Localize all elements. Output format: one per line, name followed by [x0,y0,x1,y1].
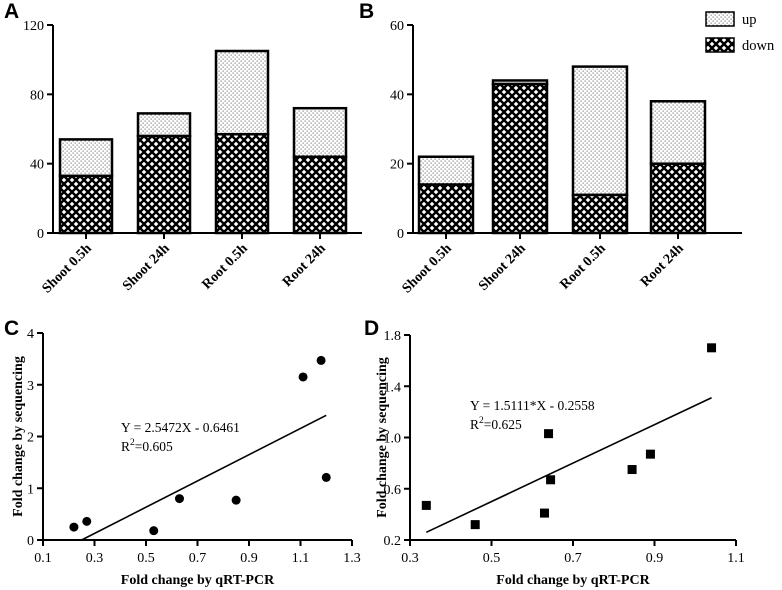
y-tick-label: 120 [23,19,44,34]
x-tick-label: 0.9 [646,551,664,566]
y-tick-label: 0.2 [384,534,402,549]
bar-down [58,174,114,235]
y-axis-label: Fold change by sequencing [375,357,390,518]
x-tick-label: 0.3 [86,551,104,566]
regression-equation: Y = 1.5111*X - 0.2558 [470,398,595,413]
data-point [645,449,655,459]
y-tick-label: 0 [37,227,44,242]
data-point [539,508,549,518]
panel-d-scatter-plot: 0.2 0.6 1.0 1.4 1.8 0.3 0.5 0.7 0.9 1.1 Y = 1.5111… [375,329,745,588]
x-tick-label: 1.1 [292,551,310,566]
data-point [149,526,159,536]
fit-line [81,414,327,541]
panel-letter-d: D [364,317,379,340]
category-label: Root 24h [638,241,687,290]
y-axis-label: Fold change by sequencing [11,356,26,517]
r-squared-prefix: R [121,439,130,454]
y-tick-label: 0 [397,227,404,242]
y-tick-label: 40 [390,88,404,103]
y-tick-label: 0.6 [384,483,402,498]
r-squared-exponent: 2 [479,416,484,426]
y-tick-label: 60 [390,19,404,34]
bar-up [649,100,707,165]
bar-up [292,106,348,158]
y-tick-label: 2 [27,431,34,446]
category-label: Shoot 0.5h [400,241,455,296]
category-label: Root 0.5h [558,241,609,292]
bar-down [136,134,192,235]
panel-letter-c: C [4,317,19,340]
panel-letter-a: A [4,0,19,23]
panel-b-bar-chart: 0 20 40 60 Shoot 0.5h Shoot 24h Root 0.5h Root … [390,11,775,296]
y-tick-label: 1 [27,482,34,497]
data-point [82,516,92,526]
bar-up [571,65,629,197]
bar-down [571,193,629,235]
x-tick-label: 1.3 [343,551,361,566]
y-tick-label: 3 [27,379,34,394]
bar-up [491,79,549,86]
bar-down [214,132,270,235]
x-tick-label: 0.9 [240,551,258,566]
fit-line [425,397,712,534]
y-tick-label: 80 [30,88,44,103]
y-tick-label: 1.0 [384,432,402,447]
y-tick-label: 0 [27,534,34,549]
panel-c-scatter-plot: 0 1 2 3 4 0.1 0.3 0.5 0.7 0.9 1.1 1.3 Y = 2.5472X - … [11,327,361,588]
category-label: Root 24h [280,241,329,290]
y-tick-label: 4 [27,327,34,342]
legend-swatch-up [705,11,735,27]
x-tick-label: 0.5 [137,551,155,566]
bar-up [58,138,114,178]
data-point [421,500,431,510]
y-tick-label: 20 [390,158,404,173]
r-squared-prefix: R [470,417,479,432]
data-point [316,355,326,365]
legend-swatch-down [705,37,735,53]
data-point [707,343,717,353]
data-point [174,494,184,504]
legend-label-down: down [742,38,775,54]
panel-a-bar-chart: 0 40 80 120 Shoot 0.5h Shoot 24h Root 0.5h Root… [23,19,362,296]
r-squared-value: =0.605 [135,439,173,454]
data-point [298,372,308,382]
r-squared: R2=0.605 [121,438,173,454]
x-tick-label: 1.1 [727,551,745,566]
regression-equation: Y = 2.5472X - 0.6461 [121,420,240,435]
x-tick-label: 0.7 [189,551,207,566]
data-point [627,465,637,475]
bar-up [214,49,270,136]
bar-down [417,183,475,235]
bar-up [417,155,475,186]
r-squared: R2=0.625 [470,416,522,432]
category-label: Shoot 0.5h [40,241,95,296]
category-label: Root 0.5h [200,241,251,292]
bar-up [136,112,192,138]
data-point [69,522,79,532]
data-point [544,429,554,439]
x-tick-label: 0.7 [564,551,582,566]
r-squared-exponent: 2 [130,438,135,448]
bar-down [491,82,549,235]
x-tick-label: 0.3 [401,551,419,566]
bar-down [649,162,707,235]
legend-label-up: up [742,12,757,28]
category-label: Shoot 24h [476,241,529,294]
y-tick-label: 40 [30,158,44,173]
x-axis-label: Fold change by qRT-PCR [121,573,275,588]
data-point [231,495,241,505]
r-squared-value: =0.625 [484,417,522,432]
y-tick-label: 1.4 [384,380,402,395]
data-point [321,472,331,482]
data-point [470,520,480,530]
data-point [546,475,556,485]
category-label: Shoot 24h [120,241,173,294]
x-tick-label: 0.1 [34,551,52,566]
y-tick-label: 1.8 [384,329,402,344]
bar-down [292,155,348,235]
x-tick-label: 0.5 [483,551,501,566]
x-axis-label: Fold change by qRT-PCR [496,573,650,588]
panel-letter-b: B [359,0,374,23]
